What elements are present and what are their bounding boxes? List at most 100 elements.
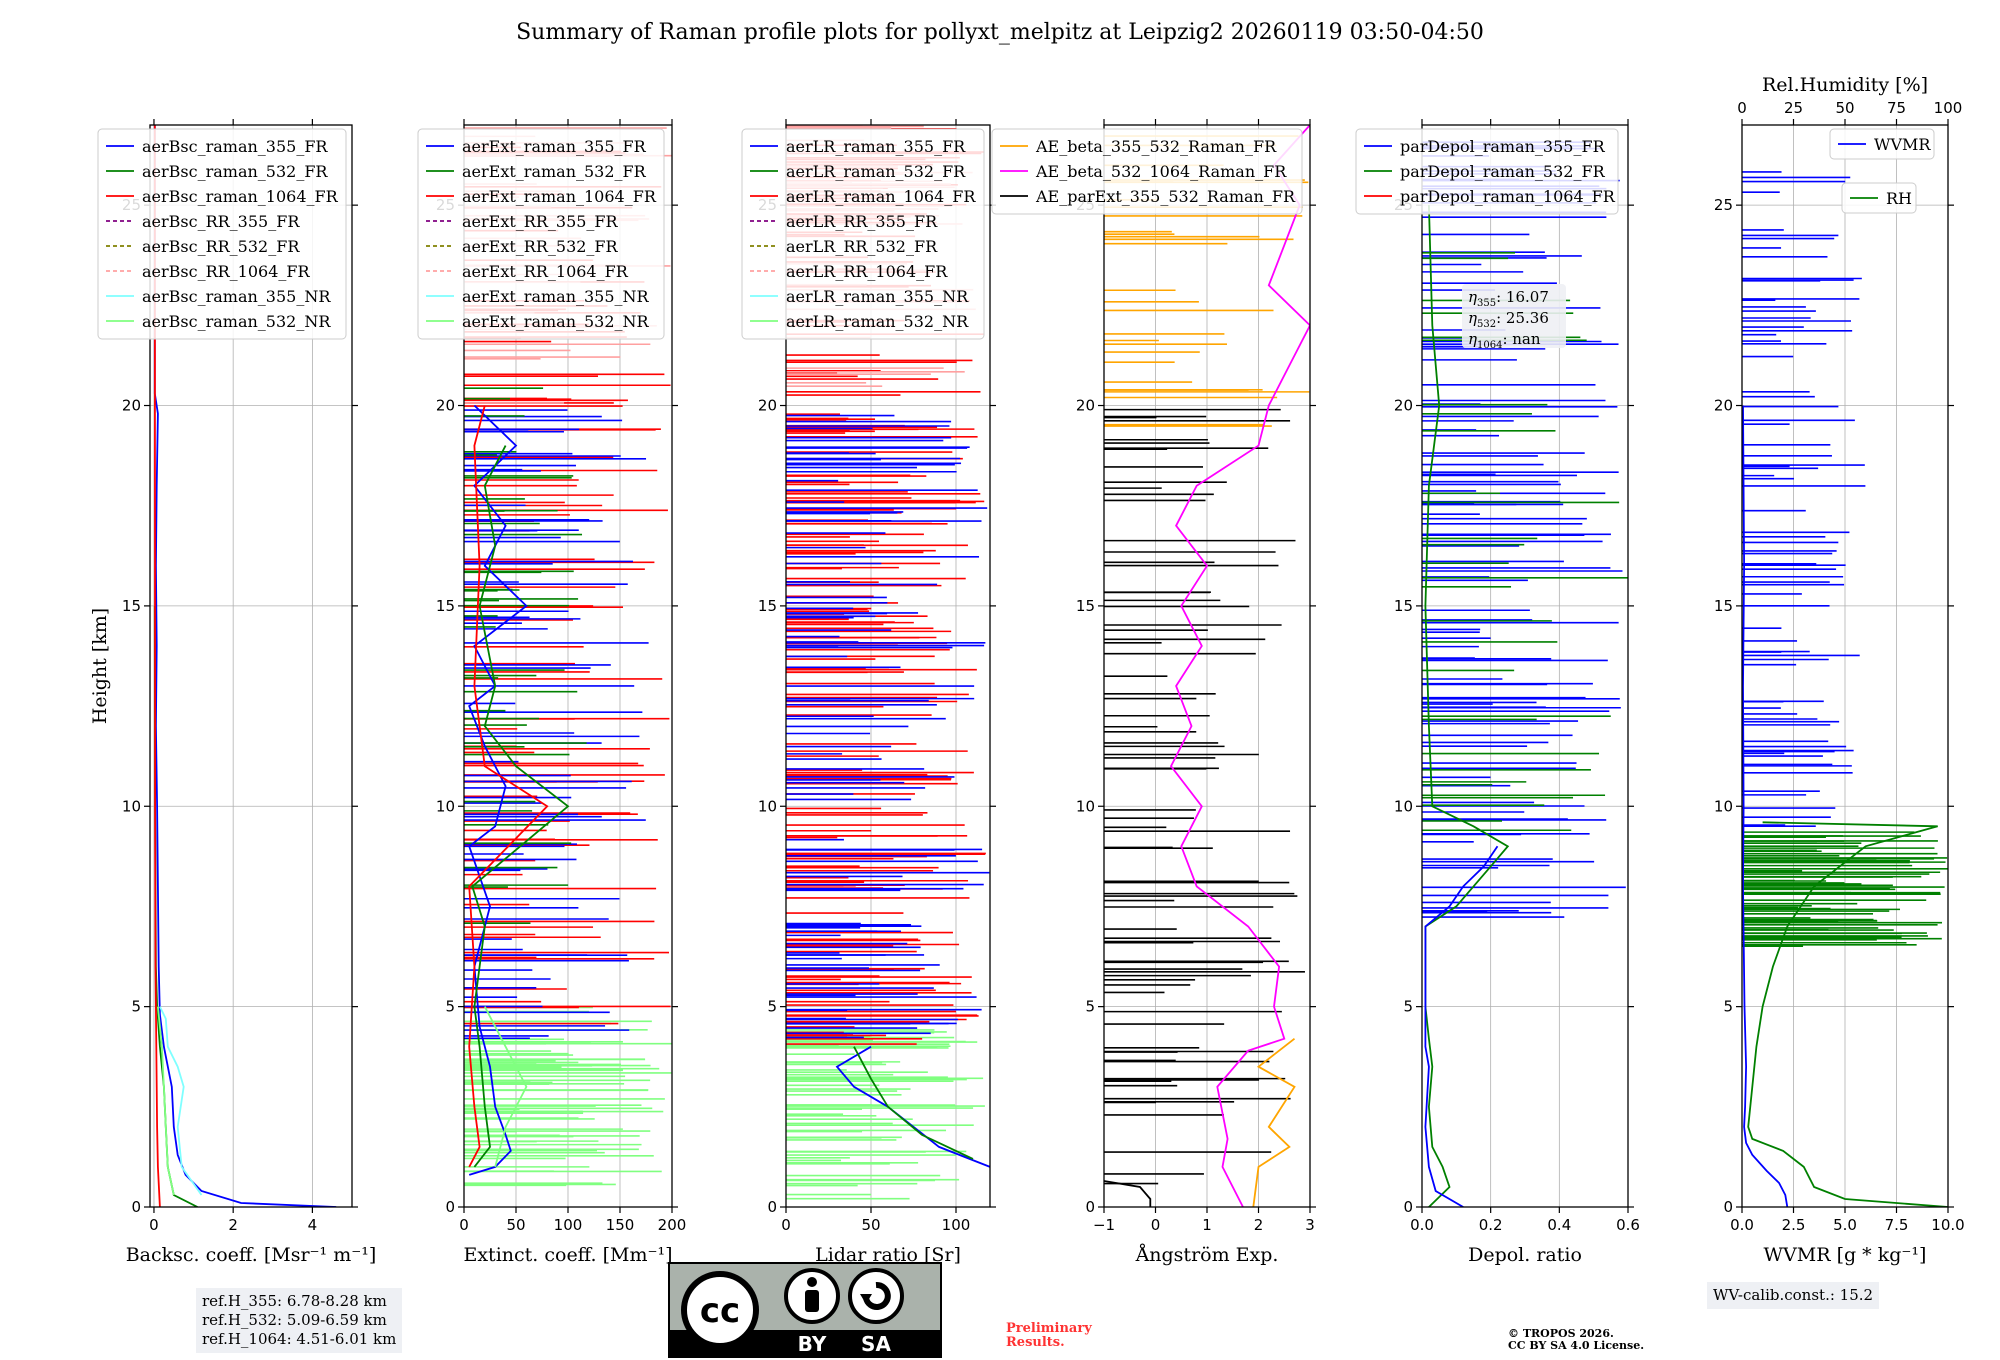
ref-height-532: ref.H_532: 5.09-6.59 km bbox=[202, 1311, 387, 1329]
x-tick-label-lr-0: 0 bbox=[781, 1216, 791, 1234]
y-tick-label-depol-4: 20 bbox=[1394, 397, 1413, 415]
x-tick-label-wv-2: 5.0 bbox=[1833, 1216, 1857, 1234]
legend-label-depol-2: parDepol_raman_1064_FR bbox=[1400, 187, 1616, 206]
legend-label-wv-1: RH bbox=[1886, 189, 1912, 208]
preliminary-line-1: Preliminary bbox=[1006, 1321, 1092, 1336]
depol-annotation-symbol-1: η bbox=[1468, 309, 1477, 327]
x-top-tick-label-wv-2: 50 bbox=[1835, 99, 1854, 117]
copyright-line-1: © TROPOS 2026. bbox=[1508, 1327, 1614, 1340]
noise-spikes-depol bbox=[1422, 141, 1628, 918]
depol-annotation-value-0: : 16.07 bbox=[1496, 288, 1549, 306]
x-tick-label-ae-3: 2 bbox=[1254, 1216, 1264, 1234]
legend-ext: aerExt_raman_355_FR aerExt_raman_532_FRae… bbox=[417, 128, 665, 340]
cc-by-label: BY bbox=[798, 1332, 827, 1356]
y-tick-label-bsc-2: 10 bbox=[122, 797, 141, 815]
legend-label-ext-0: aerExt_raman_355_FR bbox=[462, 137, 647, 156]
legend-label-bsc-0: aerBsc_raman_355_FR bbox=[142, 137, 328, 156]
depol-annotation-line-1: η532: 25.36 bbox=[1468, 309, 1549, 330]
y-tick-label-depol-1: 5 bbox=[1403, 998, 1413, 1016]
series-line-ext-1 bbox=[471, 445, 570, 1168]
x-top-tick-label-wv-0: 0 bbox=[1737, 99, 1747, 117]
legend-label-wv-0: WVMR bbox=[1874, 135, 1931, 154]
series-line-lr-0 bbox=[835, 1045, 990, 1168]
ref-height-1064: ref.H_1064: 4.51-6.01 km bbox=[202, 1330, 397, 1348]
series-line-wv-1 bbox=[1747, 821, 1948, 1207]
y-tick-label-lr-3: 15 bbox=[758, 597, 777, 615]
ref-height-355: ref.H_355: 6.78-8.28 km bbox=[202, 1292, 387, 1310]
x-tick-label-ext-0: 0 bbox=[459, 1216, 469, 1234]
y-axis-label: Height [km] bbox=[89, 608, 111, 724]
legend-label-lr-5: aerLR_RR_1064_FR bbox=[786, 262, 948, 281]
y-tick-label-bsc-1: 5 bbox=[131, 998, 141, 1016]
wv-calibration-box: WV-calib.const.: 15.2 bbox=[1707, 1282, 1880, 1309]
depol-annotation-line-2: η1064: nan bbox=[1468, 330, 1541, 351]
legend-box-ae bbox=[991, 128, 1303, 215]
x-tick-label-depol-2: 0.4 bbox=[1547, 1216, 1571, 1234]
legend-label-bsc-2: aerBsc_raman_1064_FR bbox=[142, 187, 339, 206]
legend-label-lr-4: aerLR_RR_532_FR bbox=[786, 237, 938, 256]
x-axis-label-depol: Depol. ratio bbox=[1468, 1244, 1582, 1266]
legend-label-ae-0: AE_beta_355_532_Raman_FR bbox=[1035, 137, 1277, 156]
preliminary-note: Preliminary Results. bbox=[1006, 1322, 1092, 1350]
legend-box-wv-1 bbox=[1841, 182, 1917, 214]
x-tick-label-ae-2: 1 bbox=[1202, 1216, 1212, 1234]
y-tick-label-lr-0: 0 bbox=[767, 1198, 777, 1216]
legend-label-lr-1: aerLR_raman_532_FR bbox=[786, 162, 966, 181]
grid-wv bbox=[1741, 125, 1949, 1208]
depol-annotation-subscript-0: 355 bbox=[1477, 298, 1496, 309]
series-line-bsc-3 bbox=[159, 1006, 203, 1196]
panel-lr: 0501000510152025Lidar ratio [Sr]aerLR_ra… bbox=[741, 119, 996, 1266]
cc-by-sa-badge: cc BY SA bbox=[668, 1262, 942, 1358]
y-tick-label-ae-0: 0 bbox=[1085, 1198, 1095, 1216]
x-tick-label-depol-3: 0.6 bbox=[1616, 1216, 1640, 1234]
x-axis-label-lr: Lidar ratio [Sr] bbox=[815, 1244, 961, 1266]
legend-label-ext-2: aerExt_raman_1064_FR bbox=[462, 187, 657, 206]
series-line-ae-0 bbox=[1169, 125, 1310, 1207]
legend-box-ext bbox=[417, 128, 665, 340]
x-tick-label-bsc-0: 0 bbox=[149, 1216, 159, 1234]
x-tick-label-lr-2: 100 bbox=[942, 1216, 971, 1234]
y-tick-label-ext-3: 15 bbox=[436, 597, 455, 615]
legend-label-ext-5: aerExt_RR_1064_FR bbox=[462, 262, 629, 281]
legend-label-lr-7: aerLR_raman_532_NR bbox=[786, 312, 969, 331]
y-tick-label-wv-0: 0 bbox=[1723, 1198, 1733, 1216]
depol-annotation-symbol-0: η bbox=[1468, 288, 1477, 306]
legend-box-wv-0 bbox=[1829, 128, 1935, 160]
depol-annotation-line-0: η355: 16.07 bbox=[1468, 288, 1549, 309]
x-tick-label-wv-4: 10.0 bbox=[1931, 1216, 1964, 1234]
y-tick-label-wv-2: 10 bbox=[1714, 797, 1733, 815]
legend-box-lr bbox=[741, 128, 985, 340]
y-tick-label-wv-1: 5 bbox=[1723, 998, 1733, 1016]
noise-spikes-wv bbox=[1742, 171, 1948, 947]
legend-label-ext-7: aerExt_raman_532_NR bbox=[462, 312, 650, 331]
series-line-ext-3 bbox=[484, 1006, 528, 1168]
legend-box-depol bbox=[1355, 128, 1619, 215]
reference-height-box: ref.H_355: 6.78-8.28 km ref.H_532: 5.09-… bbox=[196, 1288, 403, 1353]
cc-logo-text: cc bbox=[700, 1291, 740, 1331]
axes-frame-depol bbox=[1421, 124, 1629, 1208]
legend-label-ext-3: aerExt_RR_355_FR bbox=[462, 212, 619, 231]
legend-box-bsc bbox=[97, 128, 347, 340]
legend-label-bsc-6: aerBsc_raman_355_NR bbox=[142, 287, 331, 306]
y-tick-label-ae-3: 15 bbox=[1076, 597, 1095, 615]
series-line-depol-1 bbox=[1424, 845, 1499, 1207]
x-tick-label-ae-0: −1 bbox=[1093, 1216, 1115, 1234]
x-axis-label-bsc: Backsc. coeff. [Msr⁻¹ m⁻¹] bbox=[126, 1244, 377, 1266]
y-tick-label-lr-4: 20 bbox=[758, 397, 777, 415]
x-tick-label-bsc-2: 4 bbox=[308, 1216, 318, 1234]
axes-frame-bsc bbox=[149, 124, 353, 1208]
legend-label-depol-0: parDepol_raman_355_FR bbox=[1400, 137, 1606, 156]
x-tick-label-ext-4: 200 bbox=[658, 1216, 687, 1234]
legend-label-bsc-7: aerBsc_raman_532_NR bbox=[142, 312, 331, 331]
plot-area-bsc bbox=[153, 125, 337, 1207]
x-tick-label-wv-1: 2.5 bbox=[1782, 1216, 1806, 1234]
series-line-lr-1 bbox=[853, 1046, 974, 1160]
x-tick-label-depol-1: 0.2 bbox=[1479, 1216, 1503, 1234]
y-tick-label-ext-1: 5 bbox=[445, 998, 455, 1016]
legend-bsc: aerBsc_raman_355_FR aerBsc_raman_532_FRae… bbox=[97, 128, 347, 340]
panel-ae: −101230510152025Ångström Exp.AE_beta_355… bbox=[991, 119, 1316, 1266]
x-top-tick-label-wv-3: 75 bbox=[1887, 99, 1906, 117]
y-tick-label-wv-5: 25 bbox=[1714, 196, 1733, 214]
